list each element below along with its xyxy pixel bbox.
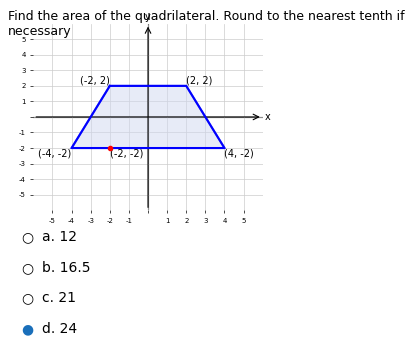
Text: ○: ○ <box>21 261 33 275</box>
Text: x: x <box>265 112 270 122</box>
Text: ○: ○ <box>21 230 33 244</box>
Text: a. 12: a. 12 <box>42 230 77 244</box>
Text: (4, -2): (4, -2) <box>224 148 254 158</box>
Polygon shape <box>72 86 224 148</box>
Text: y: y <box>145 12 151 22</box>
Text: c. 21: c. 21 <box>42 291 76 305</box>
Text: (-2, -2): (-2, -2) <box>110 148 143 158</box>
Text: (-4, -2): (-4, -2) <box>38 148 72 158</box>
Text: ●: ● <box>21 322 33 336</box>
Text: ○: ○ <box>21 291 33 305</box>
Text: d. 24: d. 24 <box>42 322 77 336</box>
Text: (2, 2): (2, 2) <box>186 76 213 86</box>
Text: (-2, 2): (-2, 2) <box>80 76 110 86</box>
Text: Find the area of the quadrilateral. Round to the nearest tenth if necessary: Find the area of the quadrilateral. Roun… <box>8 10 405 38</box>
Text: b. 16.5: b. 16.5 <box>42 261 90 275</box>
